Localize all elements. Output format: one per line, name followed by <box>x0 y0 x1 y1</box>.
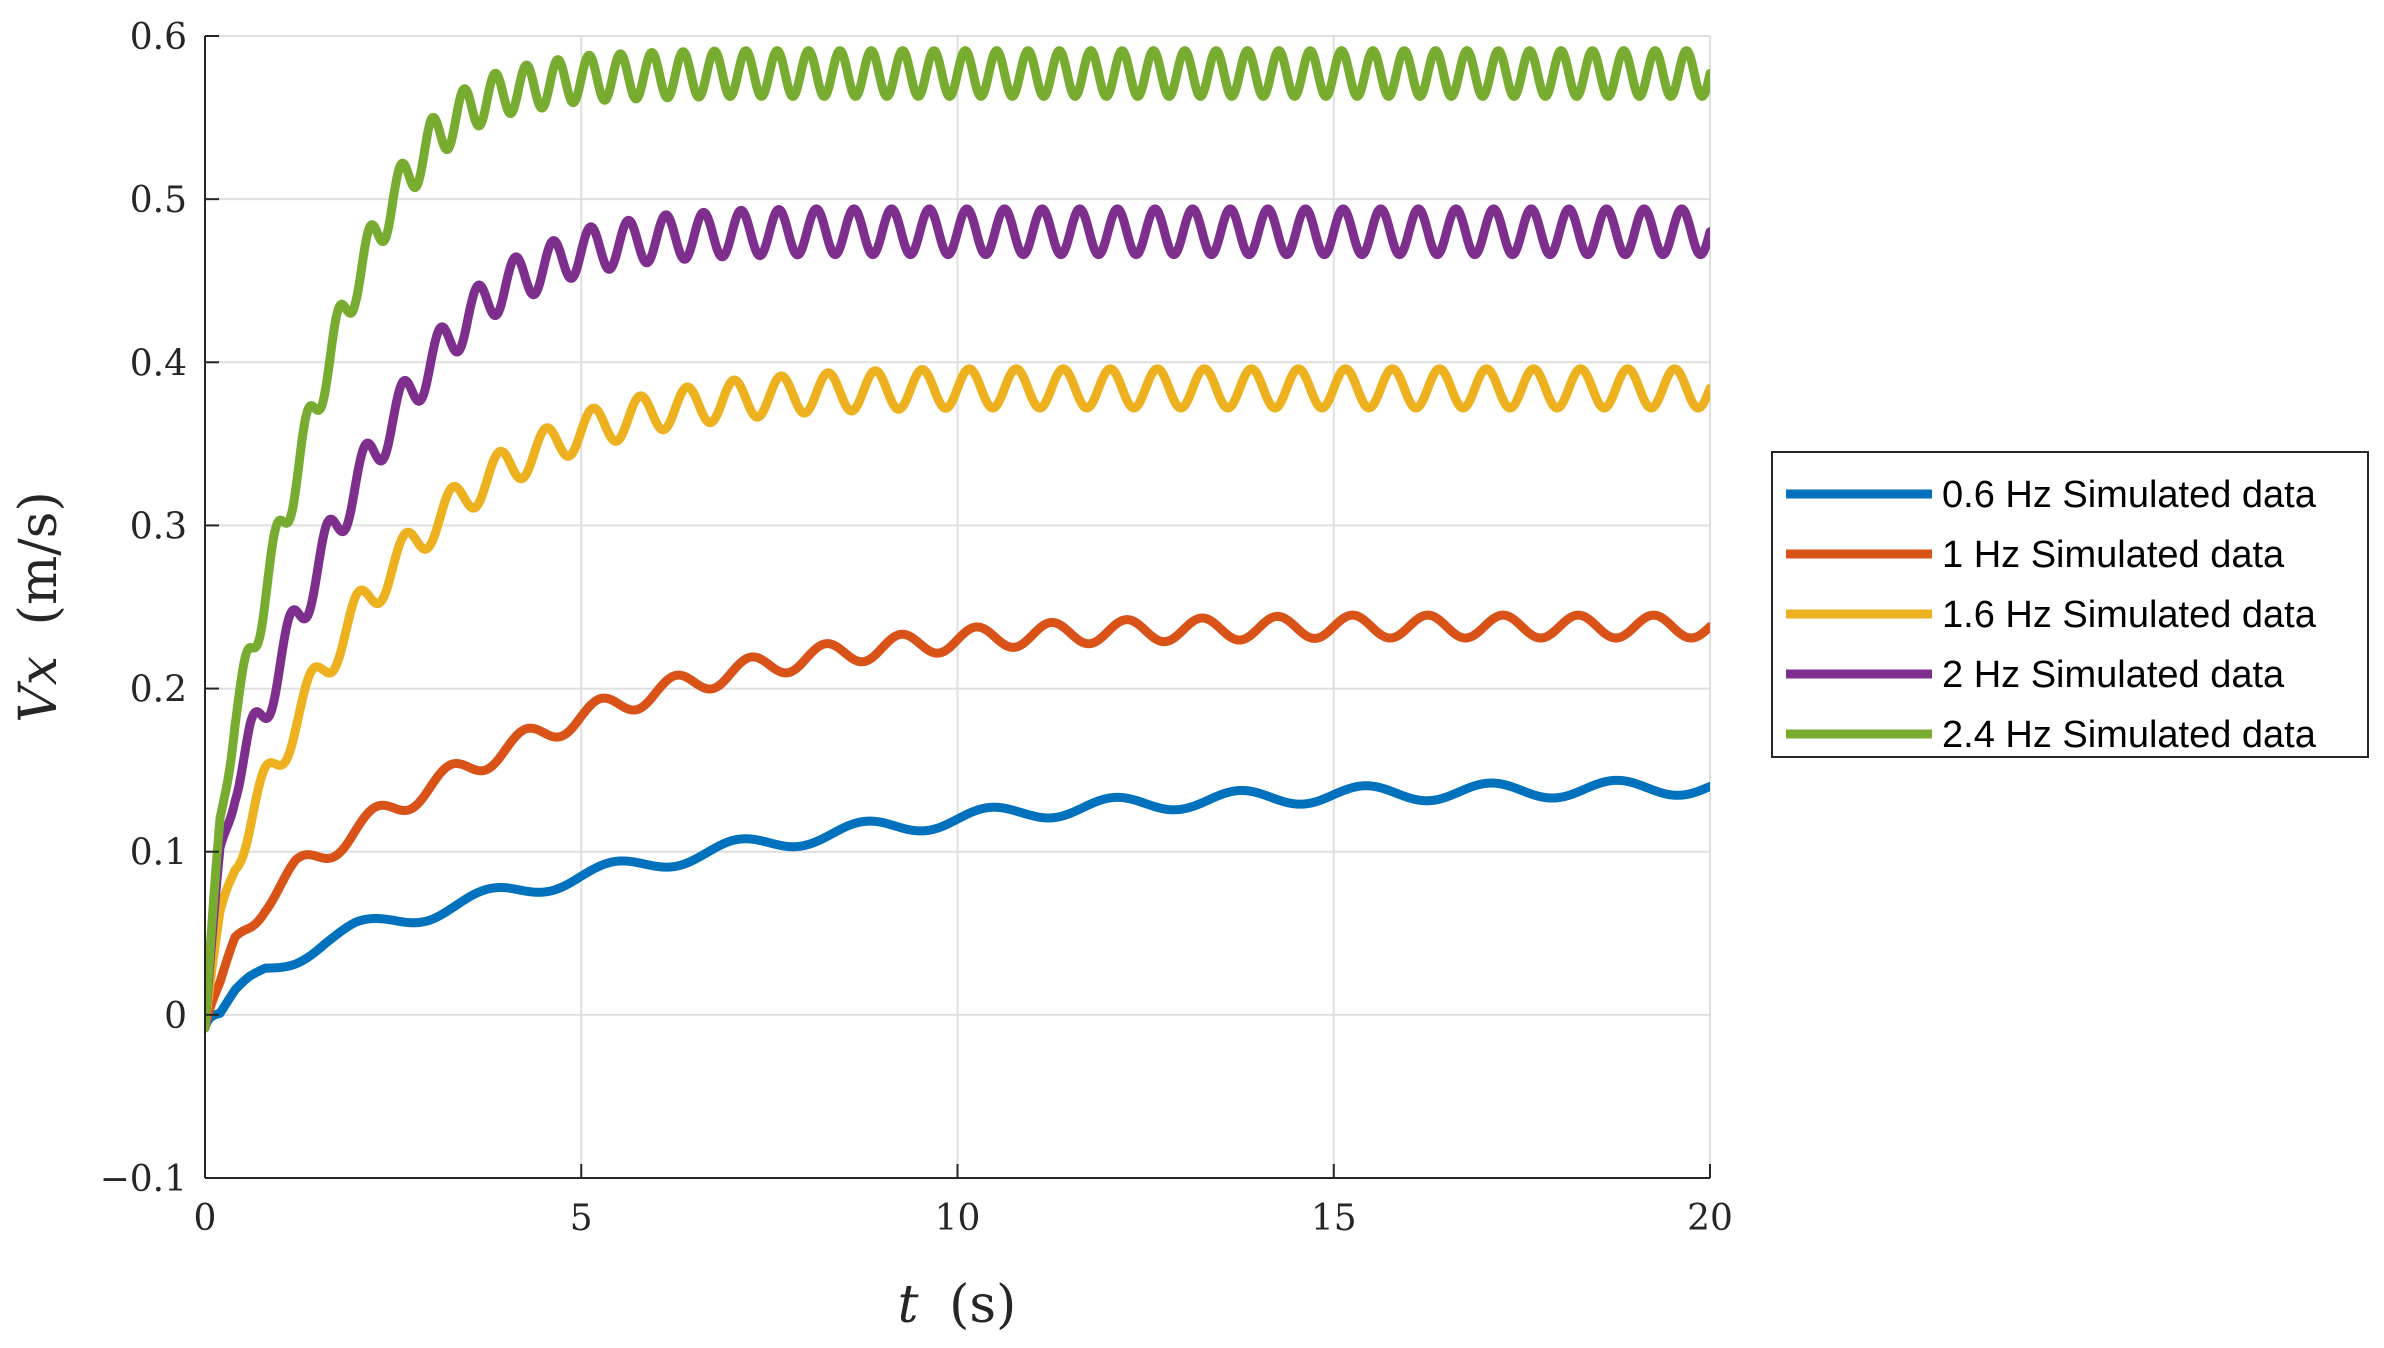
series-line-3 <box>205 364 1710 1033</box>
legend-label-3: 1.6 Hz Simulated data <box>1942 594 2317 636</box>
y-tick-label: 0.2 <box>130 670 187 711</box>
axes <box>204 35 1711 1179</box>
legend-label-2: 1 Hz Simulated data <box>1942 534 2285 576</box>
x-axis-unit: (s) <box>949 1275 1016 1335</box>
tick-labels: 0 5 10 15 20−0.100.10.20.30.40.50.6 <box>100 17 1733 1239</box>
legend-box <box>1771 451 2369 758</box>
series-line-5 <box>205 46 1710 1033</box>
x-tick-label: 0 <box>194 1198 217 1239</box>
series-line-2 <box>205 610 1710 1033</box>
x-tick-label: 20 <box>1687 1198 1733 1239</box>
y-axis-unit: (m/s) <box>9 491 69 625</box>
x-axis-variable: t <box>898 1275 919 1335</box>
x-tick-label: 15 <box>1311 1198 1357 1239</box>
y-tick-label: 0.4 <box>130 343 187 384</box>
legend-label-5: 2.4 Hz Simulated data <box>1942 714 2317 756</box>
y-tick-label: 0.5 <box>130 180 187 221</box>
y-tick-label: 0.6 <box>130 17 187 58</box>
y-tick-label: 0.3 <box>130 506 187 547</box>
legend-label-4: 2 Hz Simulated data <box>1942 654 2285 696</box>
x-tick-label: 10 <box>935 1198 981 1239</box>
y-axis-title: Vx (m/s) <box>9 491 69 723</box>
legend: 0.6 Hz Simulated data 1 Hz Simulated data… <box>1771 451 2369 758</box>
legend-label-1: 0.6 Hz Simulated data <box>1942 474 2317 516</box>
series-group <box>205 46 1710 1033</box>
series-line-4 <box>205 204 1710 1033</box>
y-tick-label: 0 <box>164 996 187 1037</box>
x-axis-title: t (s) <box>898 1275 1017 1335</box>
y-axis-variable: Vx <box>9 656 69 723</box>
x-tick-label: 5 <box>570 1198 593 1239</box>
series-line-1 <box>205 775 1710 1033</box>
y-tick-label: −0.1 <box>100 1159 187 1200</box>
y-tick-label: 0.1 <box>130 833 187 874</box>
